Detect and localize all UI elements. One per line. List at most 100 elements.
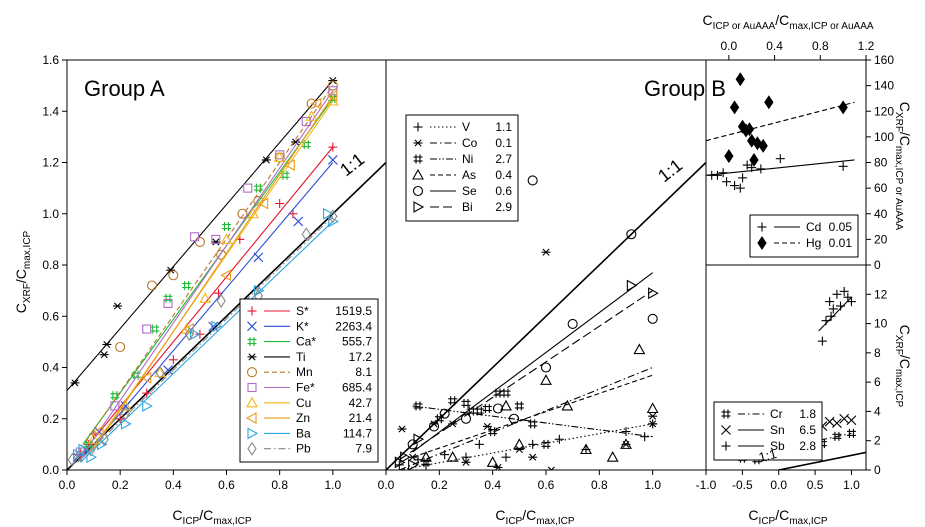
- group-b-series-co-point: [397, 425, 407, 433]
- cr-sn-sb-series-sb-point: [846, 297, 856, 307]
- cr-sn-sb-series-sb-point: [828, 304, 838, 314]
- group-b-series-ni-fit-line: [412, 405, 653, 438]
- group-a-series-cu-point-shape: [87, 433, 100, 444]
- group-b-series-as-point-shape: [633, 343, 646, 355]
- group-b-legend-ni-name: Ni: [462, 152, 473, 166]
- group-b-content: [386, 161, 706, 470]
- group-b-series-co-point-stroke: [649, 412, 657, 420]
- group-b-series-as-point-shape: [446, 451, 459, 462]
- group-b-legend-bi-name: Bi: [462, 200, 473, 214]
- group-b-series-co-point: [541, 248, 551, 256]
- group-b-series-co-point-stroke: [494, 463, 502, 470]
- group-b-series-as-point: [513, 438, 526, 449]
- group-a-legend-cu-value: 42.7: [349, 396, 373, 410]
- group-a-series-cu-point: [199, 292, 212, 303]
- group-a-series-mn-point-shape: [306, 98, 317, 109]
- group-b-series-bi-point-shape: [626, 279, 638, 292]
- group-b-series-as-point-shape: [606, 451, 619, 462]
- group-a-legend-mn-marker-shape: [246, 367, 258, 378]
- group-a-series-s-point: [168, 355, 178, 365]
- group-b-series-co-point-stroke: [430, 420, 438, 428]
- group-a-series-fe-point: [211, 234, 221, 244]
- group-a-series-pb-point: [184, 327, 194, 342]
- group-b-series-se-point: [439, 408, 450, 419]
- group-a-legend-s-value: 1519.5: [335, 304, 372, 318]
- group-b-series-se-point-shape: [647, 313, 658, 324]
- group-a-series-pb-point-shape: [155, 365, 165, 380]
- group-b-x-tick-label: 0.4: [484, 478, 501, 492]
- group-a-panel: 0.0 0.2 0.4 0.6 0.8 1.0 0.0 0.2 0.4 0.6 0.8 1.0 1.2 1…: [42, 53, 387, 492]
- group-a-y-tick-label: 1.6: [42, 53, 59, 67]
- group-a-series-ca-point: [222, 222, 231, 232]
- group-b-series-as-point-shape: [561, 399, 574, 411]
- group-a-x-tick-label: 1.0: [324, 478, 341, 492]
- cd-hg-y-tick-label: 160: [874, 53, 894, 67]
- group-a-series-fe-point-shape: [142, 324, 152, 334]
- group-a-legend-box: [239, 298, 379, 463]
- cr-sn-sb-legend-cr-name: Cr: [770, 407, 783, 421]
- group-a-series-ti-point-stroke: [292, 138, 300, 146]
- group-a-legend: S* 1519.5 K* 2263.4 Ca* 555.7 Ti 17.2 Mn 8.1 Fe* 68…: [239, 298, 379, 463]
- group-b-series-as-point-shape: [580, 443, 592, 455]
- cd-hg-legend-hg-marker-shape: [757, 236, 767, 250]
- cd-hg-legend-cd-marker: [757, 222, 767, 232]
- group-b-series-bi-point-shape: [408, 458, 419, 470]
- group-a-series-ca-point: [110, 391, 120, 401]
- group-b-series-co-point: [546, 466, 556, 470]
- cd-hg-series-hg-point-shape: [735, 72, 745, 87]
- group-a-series-ti-point-stroke: [329, 76, 337, 85]
- group-b-series-as-point-shape: [500, 399, 512, 411]
- group-a-y-tick-label: 0.0: [42, 463, 59, 477]
- group-a-series-mn-point: [194, 236, 205, 247]
- group-b-series-se-point: [647, 313, 658, 324]
- group-a-series-pb-point: [216, 293, 226, 308]
- cr-sn-sb-one-to-one-line: [778, 451, 866, 470]
- group-a-series-zn-point: [220, 269, 232, 282]
- group-a-series-s-point: [328, 142, 338, 152]
- group-a-legend-zn-value: 21.4: [349, 411, 373, 425]
- cr-sn-sb-legend-sb-marker: [721, 441, 731, 451]
- cd-hg-series-hg-point-shape: [729, 100, 740, 115]
- group-a-legend-cu-name: Cu: [296, 396, 311, 410]
- group-a-legend-k-marker: [247, 321, 257, 332]
- group-b-series-se-point: [492, 403, 504, 414]
- group-b-series-co-point-stroke: [483, 422, 491, 430]
- group-b-series-as-point-shape: [486, 456, 499, 467]
- group-a-series-mn-point-shape: [115, 341, 126, 353]
- cd-hg-series-cd-point: [712, 170, 722, 180]
- cr-sn-sb-legend-box: [713, 401, 823, 461]
- group-a-series-ti-point-stroke: [167, 266, 175, 274]
- group-a-series-ca-fit-line: [82, 98, 334, 445]
- cr-sn-sb-series-sb-point: [836, 301, 846, 311]
- group-a-y-tick-label: 0.4: [42, 361, 59, 375]
- group-a-legend-mn-name: Mn: [296, 365, 313, 379]
- group-a-series-ti-point: [328, 76, 338, 85]
- group-b-x-tick-label: 0.8: [591, 478, 608, 492]
- group-b-series-ni-point: [466, 406, 476, 416]
- cd-hg-y-tick-label: 140: [874, 79, 894, 93]
- group-a-legend-fe-value: 685.4: [342, 381, 372, 395]
- cd-hg-series-hg-point: [758, 138, 768, 153]
- group-b-series-v-point: [621, 427, 631, 437]
- group-b-series-co-point-stroke: [529, 453, 537, 461]
- group-a-series-zn-point: [183, 323, 194, 335]
- cr-sn-sb-frame: [705, 264, 867, 471]
- group-a-x-tick-label: 0.0: [59, 478, 76, 492]
- group-a-series-k-point: [253, 252, 264, 263]
- group-a-legend-ca-value: 555.7: [342, 335, 372, 349]
- group-a-series-cu-point: [305, 110, 318, 121]
- group-b-series-v-fit-line: [399, 423, 653, 470]
- group-b-legend-co-value: 0.1: [495, 136, 512, 150]
- group-b-series-v-point: [640, 432, 650, 442]
- group-b-series-bi-point-shape: [394, 456, 406, 469]
- group-b-series-co-point: [648, 412, 658, 420]
- group-a-series-k-point-stroke: [293, 216, 304, 227]
- group-b-legend-bi-marker: [413, 201, 425, 213]
- group-a-series-ti-point: [261, 156, 271, 164]
- group-a-series-s-point: [275, 199, 285, 208]
- group-a-series-fe-point: [142, 324, 152, 334]
- group-a-legend-ca-marker: [247, 337, 257, 347]
- group-a-series-pb-point-shape: [67, 452, 77, 467]
- group-b-legend-ni-marker: [413, 154, 423, 164]
